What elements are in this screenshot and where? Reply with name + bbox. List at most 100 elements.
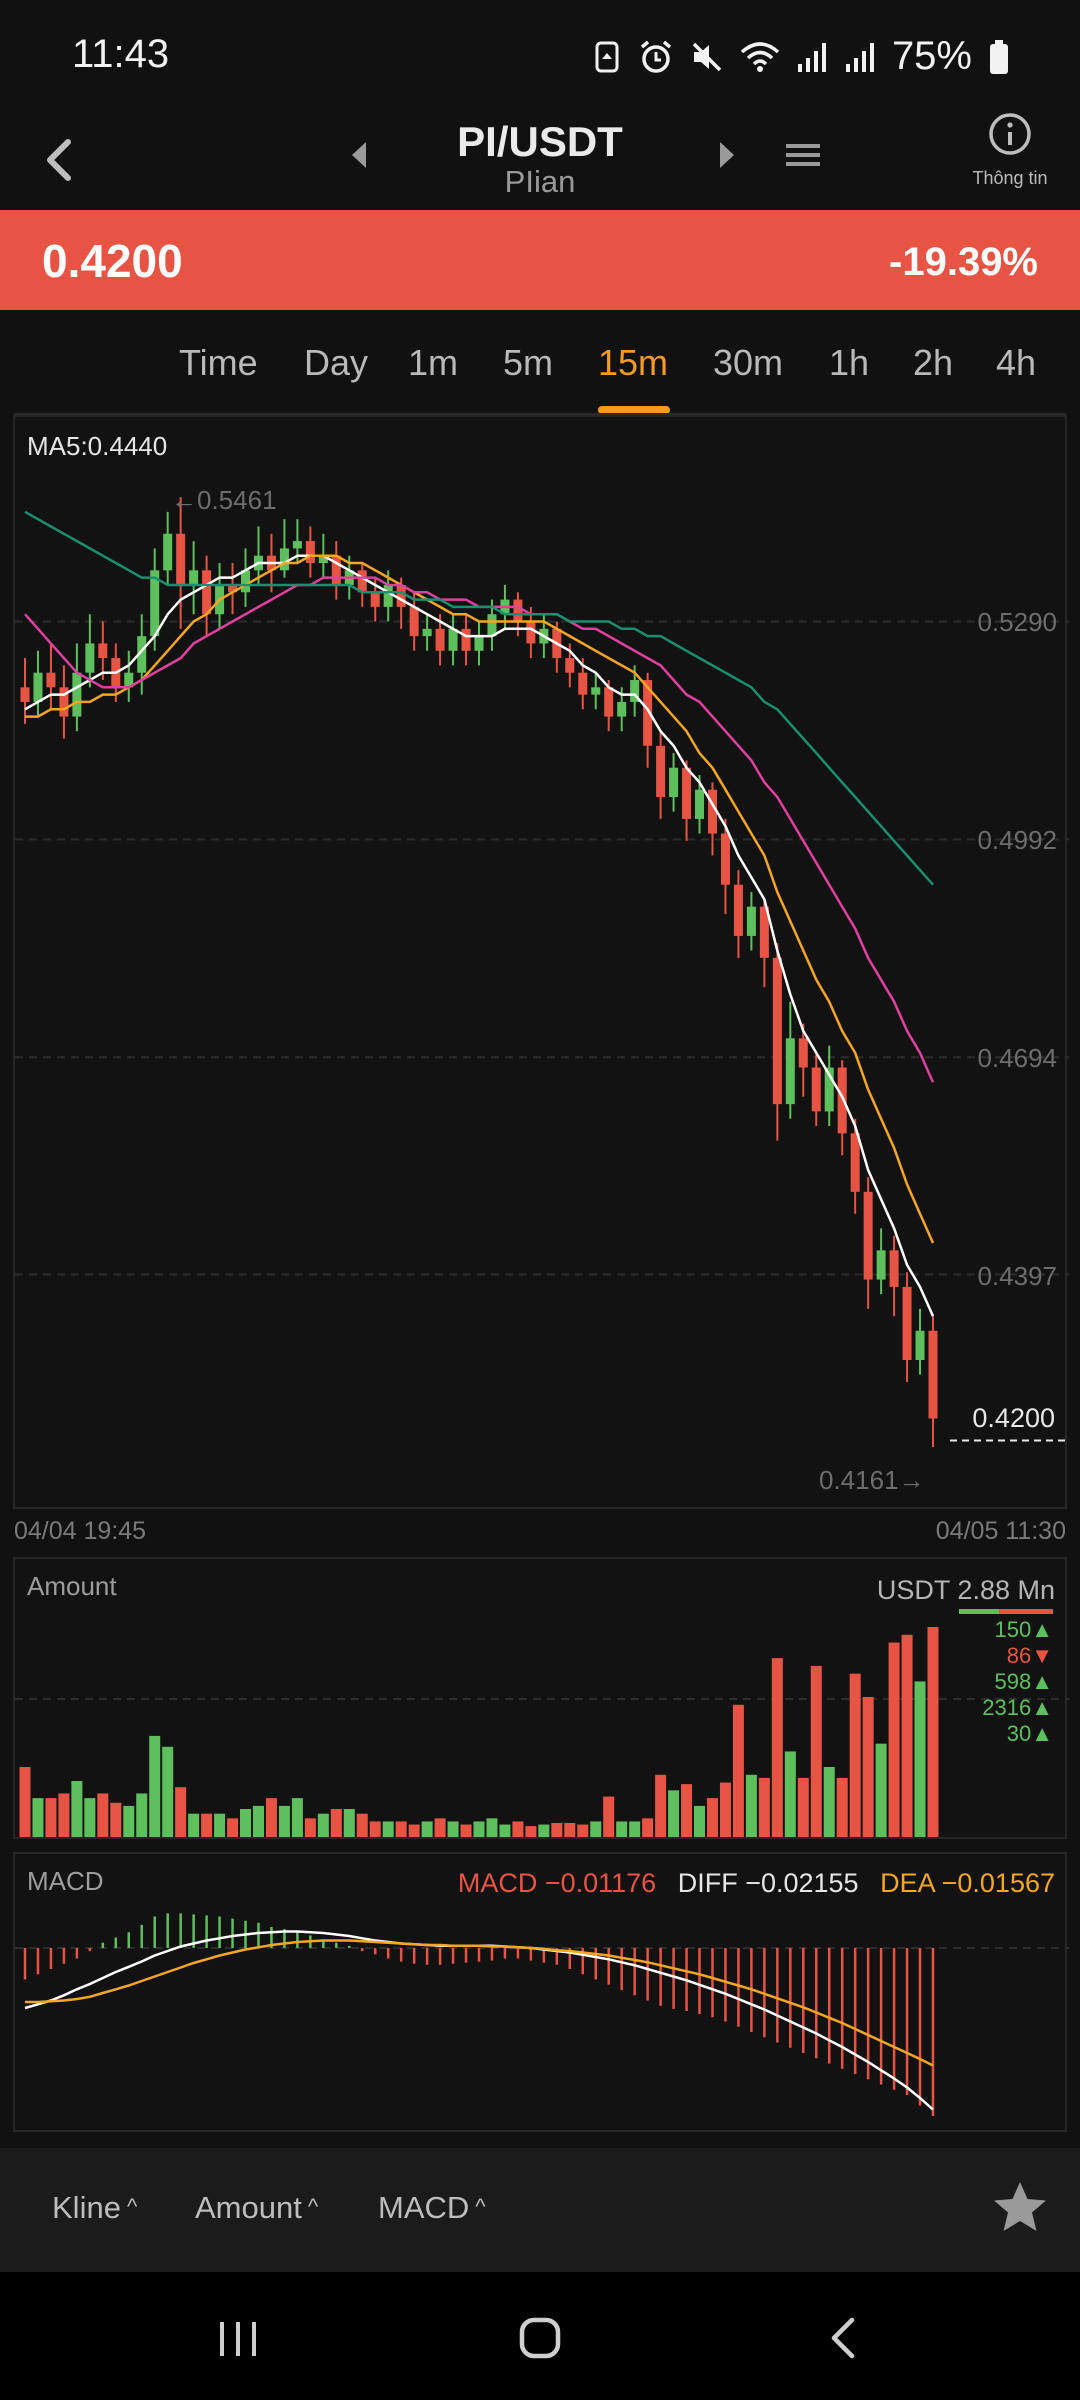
candle-body — [318, 555, 328, 564]
volume-bar — [771, 1658, 783, 1837]
volume-bar — [927, 1627, 939, 1837]
volume-bar — [577, 1824, 589, 1837]
volume-bar — [758, 1777, 770, 1837]
tab-15m[interactable]: 15m — [598, 342, 669, 383]
volume-bar — [642, 1818, 654, 1837]
top-bar: PI/USDT PIian Thông tin — [0, 110, 1080, 210]
volume-bar — [123, 1805, 135, 1837]
volume-bar — [823, 1767, 835, 1837]
volume-bar — [629, 1821, 641, 1837]
tab-day[interactable]: Day — [304, 342, 369, 383]
candle-body — [720, 833, 730, 885]
volume-bar — [784, 1751, 796, 1837]
ma-line — [24, 554, 935, 1317]
tab-2h[interactable]: 2h — [913, 342, 954, 383]
volume-bar — [434, 1818, 446, 1837]
chevron-up-icon: ^ — [307, 2194, 319, 2219]
prev-pair-icon[interactable] — [340, 130, 380, 180]
macd-chart[interactable]: MACD MACD −0.01176 DIFF −0.02155 DEA −0.… — [13, 1852, 1069, 2132]
volume-bar — [162, 1746, 174, 1837]
candle-body — [202, 570, 212, 615]
volume-bar — [862, 1697, 874, 1837]
trade-item: 86▼ — [1006, 1643, 1053, 1668]
candle-body — [733, 884, 743, 936]
tab-4h[interactable]: 4h — [996, 342, 1037, 383]
trade-item: 30▲ — [1006, 1721, 1053, 1746]
candle-body — [876, 1250, 886, 1280]
volume-bar — [538, 1824, 550, 1837]
kline-selector[interactable]: Kline ^ — [52, 2190, 138, 2225]
volume-bar — [888, 1642, 900, 1837]
candle-body — [604, 687, 614, 717]
volume-bar — [110, 1802, 122, 1837]
candle-body — [435, 628, 445, 651]
volume-total: USDT 2.88 Mn — [876, 1575, 1055, 1605]
signal-icon — [797, 42, 826, 72]
volume-bar — [214, 1813, 226, 1837]
candle-body — [682, 767, 692, 819]
info-button[interactable]: Thông tin — [960, 110, 1060, 210]
date-start-label: 04/04 19:45 — [14, 1517, 147, 1545]
candle-body — [357, 570, 367, 593]
candle-body — [656, 745, 666, 797]
volume-bar — [875, 1743, 887, 1837]
candle-body — [695, 789, 705, 819]
current-price: 0.4200 — [42, 235, 183, 287]
volume-bar — [382, 1821, 394, 1837]
volume-bar — [175, 1787, 187, 1837]
tab-time[interactable]: Time — [179, 342, 258, 383]
candle-body — [176, 533, 186, 585]
macd-value: MACD −0.01176 — [457, 1868, 657, 1898]
candle-body — [759, 906, 769, 958]
candle-body — [630, 680, 640, 702]
home-icon[interactable] — [500, 2308, 580, 2368]
candle-body — [669, 767, 679, 797]
tab-1h[interactable]: 1h — [829, 342, 870, 383]
volume-chart[interactable]: Amount USDT 2.88 Mn 150▲ 86▼ 598▲ 2316▲ … — [13, 1557, 1069, 1839]
candlestick-svg — [15, 497, 1069, 1448]
candle-body — [383, 584, 393, 607]
volume-bar — [304, 1818, 316, 1837]
candle-body — [863, 1191, 873, 1280]
macd-svg — [15, 1913, 1069, 2116]
candle-body — [746, 906, 756, 936]
amount-selector[interactable]: Amount ^ — [195, 2190, 319, 2225]
back-nav-icon[interactable] — [804, 2308, 884, 2368]
status-time: 11:43 — [72, 32, 170, 76]
volume-bar — [460, 1824, 472, 1837]
volume-title: Amount — [27, 1571, 117, 1601]
tab-5m[interactable]: 5m — [503, 342, 554, 383]
low-price-label: 0.4161→ — [819, 1465, 925, 1495]
volume-bar — [188, 1813, 200, 1837]
candle-body — [396, 584, 406, 607]
macd-selector[interactable]: MACD ^ — [378, 2190, 486, 2225]
volume-bar — [525, 1826, 537, 1837]
volume-bar — [668, 1790, 680, 1837]
tab-30m[interactable]: 30m — [713, 342, 784, 383]
battery-icon — [990, 39, 1008, 74]
candle-body — [889, 1250, 899, 1287]
next-pair-icon[interactable] — [706, 130, 746, 180]
favorite-star-icon[interactable] — [990, 2178, 1050, 2238]
status-icons: 75% — [592, 34, 1010, 79]
dea-value: DEA −0.01567 — [880, 1868, 1055, 1898]
wifi-icon — [740, 41, 780, 72]
system-nav-bar — [0, 2272, 1080, 2400]
volume-bar — [603, 1796, 615, 1837]
status-bar: 11:43 75% — [0, 0, 1080, 110]
candle-body — [526, 621, 536, 644]
pair-name: PIian — [504, 164, 576, 199]
candlestick-chart[interactable]: MA5:0.4440 ←0.5461 0.5290 0.4992 0.4694 … — [13, 415, 1069, 1509]
candle-body — [448, 628, 458, 651]
active-tab-indicator — [598, 406, 670, 414]
indicator-toolbar: Kline ^ Amount ^ MACD ^ — [0, 2148, 1080, 2272]
candle-body — [46, 672, 56, 688]
volume-bar — [797, 1777, 809, 1837]
tab-1m[interactable]: 1m — [408, 342, 459, 383]
menu-icon[interactable] — [778, 130, 828, 180]
candle-body — [20, 687, 30, 702]
back-arrow-icon[interactable] — [34, 122, 114, 198]
recent-apps-icon[interactable] — [198, 2308, 278, 2368]
volume-bar — [395, 1821, 407, 1837]
candle-body — [707, 789, 717, 834]
